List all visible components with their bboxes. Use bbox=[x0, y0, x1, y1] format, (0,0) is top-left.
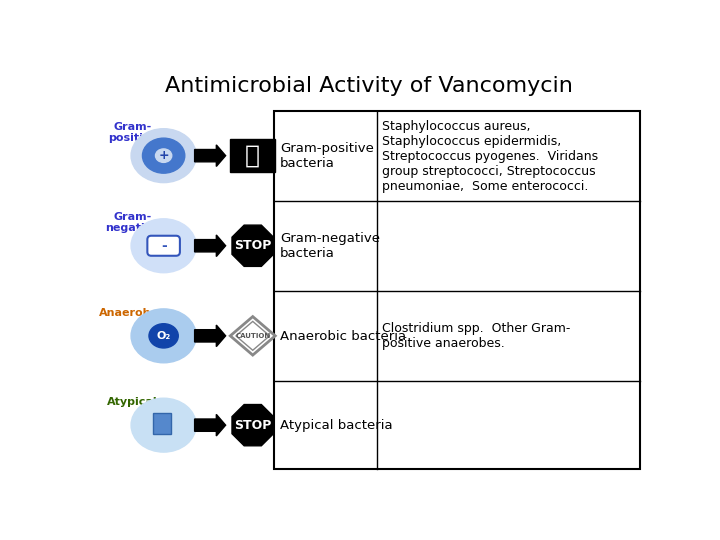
Text: CAUTION: CAUTION bbox=[235, 333, 271, 339]
FancyBboxPatch shape bbox=[148, 236, 180, 256]
Polygon shape bbox=[230, 316, 275, 355]
Text: 🚶: 🚶 bbox=[246, 144, 260, 167]
Polygon shape bbox=[194, 325, 225, 347]
Text: Gram-
positive: Gram- positive bbox=[108, 122, 158, 143]
Ellipse shape bbox=[149, 323, 179, 348]
Text: Anaerobic bacteria: Anaerobic bacteria bbox=[280, 330, 406, 343]
Text: Staphylococcus aureus,
Staphylococcus epidermidis,
Streptococcus pyogenes.  Viri: Staphylococcus aureus, Staphylococcus ep… bbox=[382, 119, 598, 193]
Text: Gram-negative
bacteria: Gram-negative bacteria bbox=[280, 232, 380, 260]
Text: Anaerobes: Anaerobes bbox=[99, 308, 166, 318]
Polygon shape bbox=[194, 145, 225, 166]
Text: O₂: O₂ bbox=[156, 331, 171, 341]
Text: STOP: STOP bbox=[234, 418, 271, 431]
Polygon shape bbox=[194, 235, 225, 256]
Ellipse shape bbox=[131, 309, 196, 363]
Text: STOP: STOP bbox=[234, 239, 271, 252]
Ellipse shape bbox=[131, 219, 196, 273]
Ellipse shape bbox=[143, 138, 185, 173]
Polygon shape bbox=[232, 404, 274, 446]
Text: -: - bbox=[161, 239, 166, 253]
Bar bbox=[230, 139, 275, 172]
Text: Clostridium spp.  Other Gram-
positive anaerobes.: Clostridium spp. Other Gram- positive an… bbox=[382, 322, 570, 350]
Text: Antimicrobial Activity of Vancomycin: Antimicrobial Activity of Vancomycin bbox=[165, 76, 573, 96]
Bar bbox=[274, 111, 640, 469]
Text: Atypical: Atypical bbox=[107, 397, 158, 407]
Polygon shape bbox=[232, 225, 274, 266]
Ellipse shape bbox=[131, 129, 196, 183]
Text: Gram-
negative: Gram- negative bbox=[105, 212, 160, 233]
Ellipse shape bbox=[131, 398, 196, 452]
Text: +: + bbox=[158, 149, 169, 162]
FancyBboxPatch shape bbox=[153, 413, 171, 434]
Ellipse shape bbox=[156, 149, 172, 163]
Text: Gram-positive
bacteria: Gram-positive bacteria bbox=[280, 142, 374, 170]
Polygon shape bbox=[194, 414, 225, 436]
Text: Atypical bacteria: Atypical bacteria bbox=[280, 418, 392, 431]
